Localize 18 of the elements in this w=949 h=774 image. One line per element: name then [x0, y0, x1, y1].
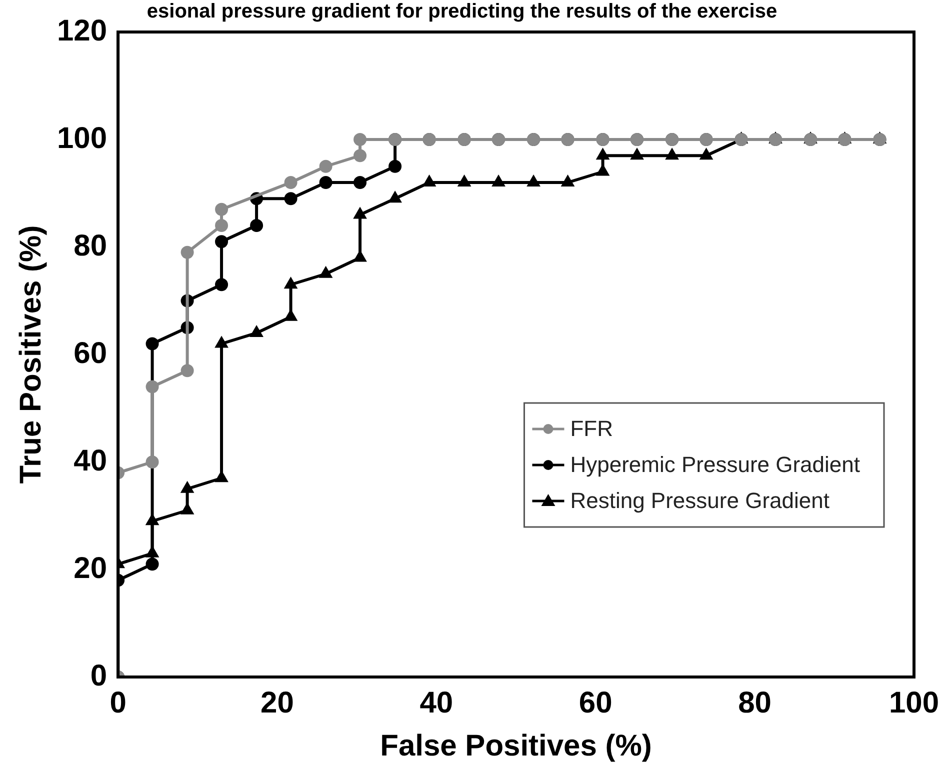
x-tick-label: 20 [260, 686, 294, 720]
x-tick-label: 60 [578, 686, 612, 720]
y-tick-label: 120 [56, 14, 108, 48]
y-tick-label: 100 [56, 122, 108, 155]
y-tick-label: 0 [90, 659, 108, 692]
legend-label: FFR [570, 416, 613, 442]
y-tick-label: 20 [74, 552, 108, 585]
x-tick-label: 100 [888, 686, 940, 720]
x-axis-title: False Positives (%) [380, 729, 652, 762]
x-tick-label: 80 [738, 686, 772, 720]
y-tick-label: 80 [74, 229, 108, 262]
chart-title: esional pressure gradient for predicting the results of the exercise [146, 0, 778, 23]
y-tick-label: 60 [74, 336, 108, 370]
legend-label: Hyperemic Pressure Gradient [570, 452, 860, 478]
x-tick-label: 40 [420, 686, 454, 720]
y-axis-title: True Positives (%) [14, 225, 48, 484]
legend-label: Resting Pressure Gradient [570, 488, 830, 514]
y-tick-label: 40 [74, 444, 108, 478]
